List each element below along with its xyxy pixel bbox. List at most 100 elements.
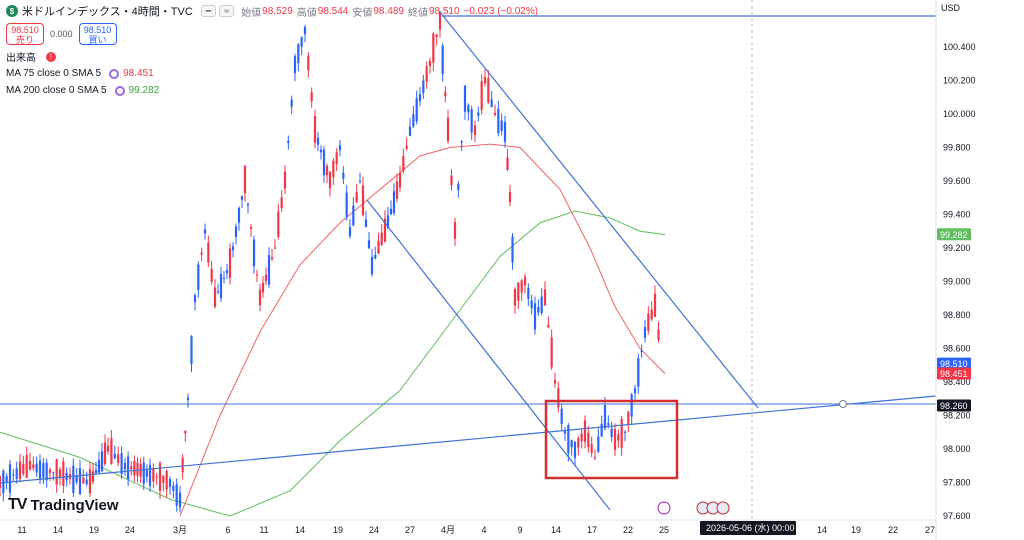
candle-body: [593, 457, 597, 459]
candle-body: [577, 438, 580, 448]
candle-body: [487, 78, 490, 103]
ma200-indicator[interactable]: MA 200 close 0 SMA 5 99.282: [6, 82, 538, 99]
candle-body: [392, 191, 396, 214]
sell-price: 98.510: [11, 25, 39, 35]
candle-body: [627, 411, 630, 424]
buy-button[interactable]: 98.510 買い: [78, 23, 117, 45]
volume-indicator[interactable]: 出来高 !: [6, 48, 538, 65]
buy-label: 買い: [88, 35, 107, 45]
chart-legend: $ 米ドルインデックス・4時間・TVC ━ ≈ 始値 98.529 高値 98.54…: [6, 4, 538, 99]
candle-body: [249, 226, 253, 229]
candle-body: [0, 475, 2, 488]
candle-body: [316, 137, 320, 145]
candle-body: [386, 215, 390, 229]
candle-body: [290, 99, 293, 107]
candle-body: [300, 37, 303, 47]
candle-body: [470, 109, 473, 133]
candle-body: [184, 430, 187, 434]
candle-body: [62, 461, 65, 486]
candle-body: [345, 192, 348, 217]
candle-body: [467, 105, 470, 113]
candle-body: [358, 180, 362, 182]
candle-body: [234, 226, 238, 238]
y-tick-label: 97.600: [943, 511, 971, 521]
candle-body: [530, 300, 533, 309]
candle-body: [94, 470, 98, 473]
candle-body: [647, 313, 650, 332]
y-tick-label: 99.200: [943, 243, 971, 253]
candle-body: [537, 306, 540, 313]
volume-label: 出来高: [6, 53, 36, 64]
candle-body: [45, 462, 48, 481]
candle-body: [650, 309, 653, 320]
change-value: −0.023 (−0.02%): [463, 5, 539, 17]
sell-button[interactable]: 98.510 売り: [6, 23, 44, 45]
buy-price: 98.510: [83, 25, 112, 35]
y-tick-label: 100.000: [943, 109, 976, 119]
candle-body: [267, 254, 271, 285]
candle-body: [313, 115, 317, 143]
ma75-label: MA 75 close 0 SMA 5: [6, 68, 102, 79]
candle-body: [511, 236, 514, 263]
ma75-price-label: 98.451: [940, 369, 968, 379]
candle-body: [620, 419, 623, 448]
candle-body: [613, 428, 617, 450]
candle-body: [500, 120, 503, 131]
currency-label[interactable]: USD: [941, 3, 961, 13]
candle-body: [219, 274, 223, 299]
candle-body: [533, 303, 537, 330]
candle-body: [637, 358, 640, 387]
minus-icon[interactable]: ━: [200, 5, 217, 17]
candle-body: [133, 460, 136, 476]
candle-body: [319, 149, 323, 153]
candle-body: [435, 34, 438, 38]
candle-body: [460, 141, 463, 143]
candle-body: [258, 289, 262, 306]
y-tick-label: 98.000: [943, 444, 971, 454]
candle-body: [453, 221, 457, 239]
spread-value: 0.000: [50, 29, 73, 39]
candle-body: [200, 252, 203, 255]
candle-body: [5, 476, 8, 482]
candle-body: [547, 324, 550, 328]
trade-row: 98.510 売り 0.000 98.510 買い: [6, 23, 538, 45]
refresh-icon[interactable]: [114, 85, 125, 96]
candle-body: [520, 280, 523, 293]
warning-icon[interactable]: !: [46, 51, 56, 62]
candles: [0, 10, 660, 513]
candle-body: [418, 94, 422, 102]
x-tick-label: 11: [259, 525, 268, 535]
candle-body: [293, 56, 297, 74]
candle-body: [513, 289, 517, 306]
candle-body: [58, 469, 62, 478]
x-tick-label: 9: [517, 525, 522, 535]
candle-body: [273, 247, 277, 249]
us-event-icon: [716, 501, 730, 515]
candle-body: [228, 248, 232, 278]
candle-body: [444, 92, 447, 97]
candle-body: [85, 479, 88, 485]
candle-body: [587, 432, 590, 448]
candle-body: [370, 257, 374, 275]
candle-body: [255, 274, 259, 276]
approx-icon[interactable]: ≈: [219, 5, 235, 17]
support-trendline: [0, 395, 937, 484]
ma75-value: 98.451: [123, 68, 154, 79]
x-tick-label: 27: [925, 525, 935, 535]
y-tick-label: 98.200: [943, 411, 971, 421]
candle-body: [113, 453, 116, 459]
candle-body: [480, 81, 483, 110]
ma75-indicator[interactable]: MA 75 close 0 SMA 5 98.451: [6, 65, 538, 82]
refresh-icon[interactable]: [109, 68, 120, 79]
axes: 100.400 100.200 100.000 99.800 99.600 99.400 9…: [0, 0, 976, 540]
y-tick-label: 99.400: [943, 210, 971, 220]
symbol-title[interactable]: 米ドルインデックス・4時間・TVC: [22, 6, 193, 18]
x-tick-label: 14: [551, 525, 561, 535]
candle-body: [633, 388, 637, 394]
sell-label: 売り: [15, 35, 34, 45]
candle-body: [303, 27, 307, 35]
candle-body: [307, 55, 310, 71]
candle-body: [338, 145, 342, 151]
ma200-value: 99.282: [128, 85, 160, 96]
